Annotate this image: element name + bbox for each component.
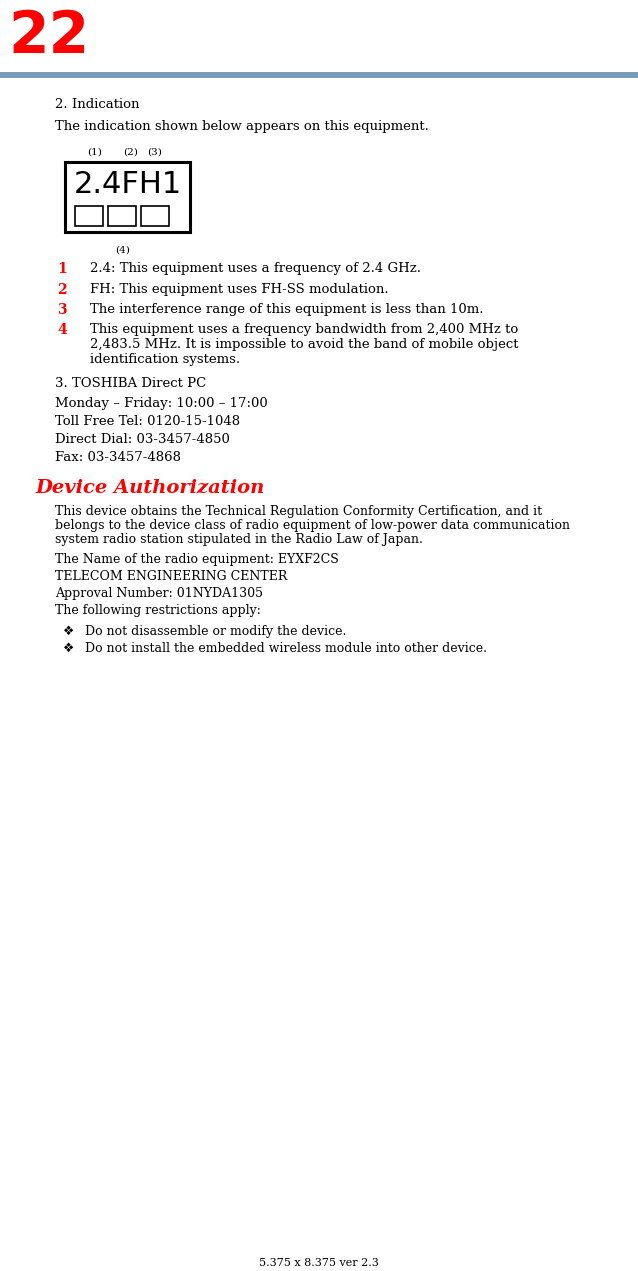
Text: TELECOM ENGINEERING CENTER: TELECOM ENGINEERING CENTER — [55, 569, 287, 583]
Text: system radio station stipulated in the Radio Law of Japan.: system radio station stipulated in the R… — [55, 533, 423, 547]
Text: 3: 3 — [57, 302, 66, 316]
Text: The Name of the radio equipment: EYXF2CS: The Name of the radio equipment: EYXF2CS — [55, 553, 339, 566]
Text: The following restrictions apply:: The following restrictions apply: — [55, 604, 261, 616]
Text: Do not disassemble or modify the device.: Do not disassemble or modify the device. — [85, 625, 346, 638]
Text: 2.4: This equipment uses a frequency of 2.4 GHz.: 2.4: This equipment uses a frequency of … — [90, 262, 421, 275]
Text: Approval Number: 01NYDA1305: Approval Number: 01NYDA1305 — [55, 587, 263, 600]
Text: (2): (2) — [123, 147, 138, 158]
Text: Device Authorization: Device Authorization — [35, 479, 264, 497]
Bar — [75, 206, 103, 226]
Text: Toll Free Tel: 0120-15-1048: Toll Free Tel: 0120-15-1048 — [55, 416, 240, 428]
Text: FH: This equipment uses FH-SS modulation.: FH: This equipment uses FH-SS modulation… — [90, 282, 389, 295]
Text: 3. TOSHIBA Direct PC: 3. TOSHIBA Direct PC — [55, 377, 206, 390]
Text: Direct Dial: 03-3457-4850: Direct Dial: 03-3457-4850 — [55, 433, 230, 446]
Text: belongs to the device class of radio equipment of low-power data communication: belongs to the device class of radio equ… — [55, 519, 570, 533]
Text: The interference range of this equipment is less than 10m.: The interference range of this equipment… — [90, 302, 484, 316]
Text: 2: 2 — [57, 282, 66, 296]
Text: 1: 1 — [57, 262, 67, 276]
Text: 4: 4 — [57, 324, 67, 338]
Text: Do not install the embedded wireless module into other device.: Do not install the embedded wireless mod… — [85, 642, 487, 655]
Text: (4): (4) — [115, 247, 130, 255]
Text: The indication shown below appears on this equipment.: The indication shown below appears on th… — [55, 119, 429, 133]
Text: 5.375 x 8.375 ver 2.3: 5.375 x 8.375 ver 2.3 — [259, 1258, 379, 1268]
Bar — [108, 206, 136, 226]
Text: (3): (3) — [147, 147, 162, 158]
Bar — [65, 161, 190, 233]
Text: ❖: ❖ — [63, 625, 74, 638]
Text: 22: 22 — [8, 8, 89, 65]
Text: This equipment uses a frequency bandwidth from 2,400 MHz to: This equipment uses a frequency bandwidt… — [90, 324, 518, 337]
Text: 2.4FH1: 2.4FH1 — [73, 170, 182, 200]
Text: 2,483.5 MHz. It is impossible to avoid the band of mobile object: 2,483.5 MHz. It is impossible to avoid t… — [90, 338, 519, 351]
Bar — [141, 206, 169, 226]
Text: 2. Indication: 2. Indication — [55, 98, 140, 111]
Text: (1): (1) — [87, 147, 102, 158]
Text: Fax: 03-3457-4868: Fax: 03-3457-4868 — [55, 451, 181, 464]
Bar — [0, 72, 638, 78]
Text: ❖: ❖ — [63, 642, 74, 655]
Text: Monday – Friday: 10:00 – 17:00: Monday – Friday: 10:00 – 17:00 — [55, 397, 268, 411]
Text: identification systems.: identification systems. — [90, 352, 240, 366]
Text: This device obtains the Technical Regulation Conformity Certification, and it: This device obtains the Technical Regula… — [55, 505, 542, 519]
